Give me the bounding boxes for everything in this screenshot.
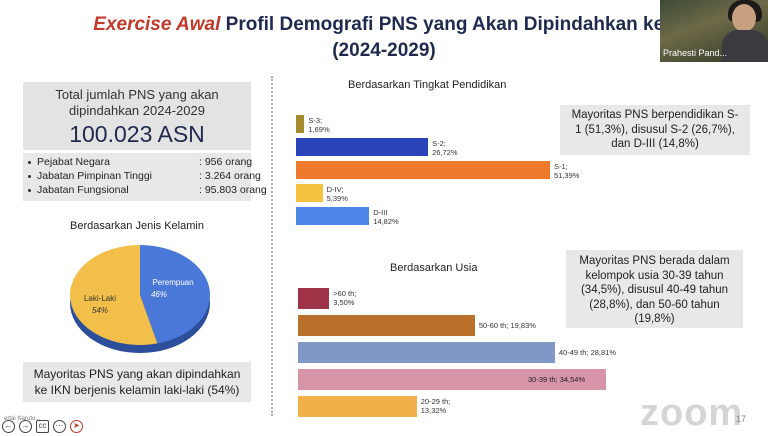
jabatan-item: Jabatan Pimpinan Tinggi : 3.264 orang — [28, 170, 261, 182]
bullet-icon — [28, 189, 31, 192]
jabatan-label: Jabatan Fungsional — [37, 184, 129, 196]
jabatan-label: Pejabat Negara — [37, 156, 110, 168]
forward-icon[interactable]: → — [19, 420, 32, 433]
bar-label-line: S-3; — [308, 116, 323, 125]
bar--60-th — [298, 288, 330, 309]
bar-label-line: 26,72% — [432, 148, 458, 157]
bullet-icon — [28, 175, 31, 178]
bar-label-line: 3,50% — [333, 298, 355, 307]
slide-title-main: Profil Demografi PNS yang Akan Dipindahk… — [220, 14, 675, 35]
bar-d-iii — [296, 207, 370, 225]
education-note-line3: dan D-III (14,8%) — [611, 138, 699, 150]
zoom-watermark: zoom — [640, 392, 744, 434]
jabatan-value: : 3.264 orang — [199, 170, 261, 182]
bar-40-49-th — [298, 342, 555, 363]
bar-label-line: 40-49 th; 28,81% — [558, 347, 617, 357]
bar-50-60-th — [298, 315, 475, 336]
age-note-line3: (34,5%), disusul 40-49 tahun — [580, 284, 729, 296]
bar-label: S-2; 26,72% — [432, 139, 457, 157]
section-divider — [271, 76, 273, 416]
toolbar-caption: ertai Naruto... — [4, 416, 41, 422]
bar-label: 30-39 th; 34,54% — [528, 375, 585, 384]
total-label-line2: dipindahkan 2024-2029 — [69, 103, 205, 118]
total-summary-box: Total jumlah PNS yang akan dipindahkan 2… — [23, 82, 251, 150]
bar-label-line: 20-29 th; — [420, 397, 451, 406]
jabatan-value: : 95.803 orang — [199, 184, 267, 196]
jabatan-item: Jabatan Fungsional : 95.803 orang — [28, 184, 267, 196]
bar-label: 50-60 th; 19,83% — [479, 321, 536, 330]
bar-label-line: 30-39 th; 34,54% — [528, 374, 586, 384]
jabatan-item: Pejabat Negara : 956 orang — [28, 156, 252, 168]
gender-chart-title: Berdasarkan Jenis Kelamin — [70, 220, 204, 232]
bar-20-29-th — [298, 396, 417, 417]
participant-name: Prahesti Pand... — [663, 48, 728, 58]
slide-title: Exercise Awal Profil Demografi PNS yang … — [0, 14, 768, 36]
pie-label-laki: Laki-Laki — [84, 294, 116, 303]
bullet-icon — [28, 161, 31, 164]
bar-s-1 — [296, 161, 550, 179]
bar-label-line: D-IV; — [326, 185, 344, 194]
education-note-line1: Mayoritas PNS berpendidikan S- — [571, 109, 739, 121]
age-note-line2: kelompok usia 30-39 tahun — [585, 269, 724, 282]
bar-label-line: S-2; — [432, 139, 446, 148]
more-icon[interactable]: ⋯ — [53, 420, 66, 433]
bar-label-line: 50-60 th; 19,83% — [478, 320, 536, 330]
bar-s-2 — [296, 138, 429, 156]
gender-pie-chart: Perempuan 46% Laki-Laki 54% — [70, 245, 211, 353]
gender-note: Mayoritas PNS yang akan dipindahkan ke I… — [23, 362, 251, 402]
education-note-line2: 1 (51,3%), disusul S-2 (26,7%), — [575, 123, 735, 136]
bar-label-line: D-III — [373, 208, 388, 217]
bar-label-line: S-1; — [554, 162, 568, 171]
age-note-line1: Mayoritas PNS berada dalam — [579, 255, 730, 267]
bar-label: S-3; 1,69% — [308, 116, 329, 134]
bar-d-iv — [296, 184, 323, 202]
bar-s-3 — [296, 115, 305, 133]
age-note: Mayoritas PNS berada dalam kelompok usia… — [566, 250, 743, 328]
pie-value-perempuan: 46% — [151, 290, 167, 299]
bottom-toolbar: ertai Naruto... ← → cc ⋯ ➤ — [0, 416, 84, 436]
gender-note-line1: Mayoritas PNS yang akan dipindahkan — [33, 367, 241, 381]
pointer-icon[interactable]: ➤ — [70, 420, 83, 433]
bar-label-line: 13,32% — [420, 406, 447, 415]
pie-value-laki: 54% — [92, 306, 108, 315]
slide-title-highlight: Exercise Awal — [93, 14, 221, 35]
jabatan-value: : 956 orang — [199, 156, 253, 168]
pie-slice-perempuan — [140, 245, 211, 344]
pie-label-perempuan: Perempuan — [152, 278, 193, 287]
bar-label: D-IV; 5,39% — [327, 185, 348, 203]
bar-label-line: 14,82% — [373, 217, 399, 226]
page-number: 17 — [736, 414, 747, 424]
bar-label-line: 5,39% — [326, 194, 348, 203]
bar-label: D-III 14,82% — [373, 208, 398, 226]
jabatan-label: Jabatan Pimpinan Tinggi — [37, 170, 152, 182]
bar-label-line: 1,69% — [308, 125, 330, 134]
captions-icon[interactable]: cc — [36, 420, 49, 433]
slide-subtitle: (2024-2029) — [332, 40, 436, 61]
pie-slice-laki-laki — [70, 245, 158, 345]
bar-label: 20-29 th; 13,32% — [421, 397, 451, 415]
total-count: 100.023 ASN — [69, 121, 205, 147]
age-note-line5: (19,8%) — [634, 313, 675, 325]
jabatan-list: Pejabat Negara : 956 orang Jabatan Pimpi… — [23, 153, 267, 201]
bar-label: >60 th; 3,50% — [333, 289, 356, 307]
bar-30-39-th — [298, 369, 606, 390]
bar-label: S-1; 51,39% — [554, 162, 579, 180]
total-label-line1: Total jumlah PNS yang akan — [55, 87, 219, 102]
back-icon[interactable]: ← — [2, 420, 15, 433]
education-chart-title: Berdasarkan Tingkat Pendidikan — [348, 79, 507, 91]
education-note: Mayoritas PNS berpendidikan S- 1 (51,3%)… — [560, 105, 750, 155]
gender-note-line2: ke IKN berjenis kelamin laki-laki (54%) — [34, 383, 240, 397]
bar-label: 40-49 th; 28,81% — [559, 348, 616, 357]
participant-face — [732, 4, 756, 32]
age-chart-title: Berdasarkan Usia — [390, 262, 478, 274]
participant-video-tile[interactable]: Prahesti Pand... — [660, 0, 768, 62]
age-note-line4: (28,8%), dan 50-60 tahun — [589, 298, 720, 311]
participant-body — [722, 30, 768, 62]
bar-label-line: >60 th; — [333, 289, 357, 298]
bar-label-line: 51,39% — [554, 171, 580, 180]
